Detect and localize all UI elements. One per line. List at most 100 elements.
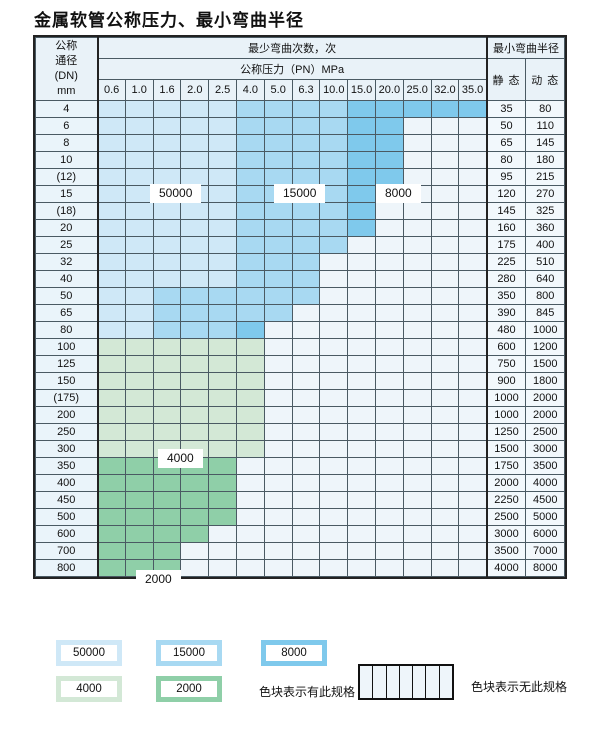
- cell-spec: [208, 457, 237, 475]
- cell-spec: [374, 134, 404, 152]
- cell-spec: [235, 117, 265, 135]
- cell-spec: [235, 457, 265, 475]
- legend-swatch-4000: 4000: [56, 676, 122, 702]
- cell-spec: [263, 117, 293, 135]
- cell-spec: [124, 474, 154, 492]
- cell-spec: [263, 559, 293, 577]
- cell-spec: [402, 117, 432, 135]
- cell-spec: [347, 270, 376, 288]
- cell-spec: [97, 270, 126, 288]
- cell-spec: [402, 508, 432, 526]
- cell-dn: 80: [35, 321, 99, 339]
- cell-spec: [235, 338, 265, 356]
- cell-spec: [152, 168, 182, 186]
- cell-spec: [458, 270, 488, 288]
- cell-spec: [263, 508, 293, 526]
- cell-dn: 150: [35, 372, 99, 390]
- overlay-label-4000: 4000: [158, 449, 203, 468]
- cell-spec: [291, 491, 321, 509]
- cell-spec: [347, 219, 376, 237]
- cell-radius-static: 1500: [486, 440, 527, 458]
- table-row: 65 390 845: [35, 304, 566, 322]
- cell-spec: [402, 491, 432, 509]
- table-row: 4 35 80: [35, 100, 566, 118]
- cell-spec: [430, 304, 460, 322]
- cell-spec: [97, 355, 126, 373]
- cell-spec: [319, 287, 349, 305]
- cell-spec: [319, 304, 349, 322]
- no-spec-stripe: [373, 666, 387, 698]
- cell-radius-static: 80: [486, 151, 527, 169]
- cell-spec: [124, 100, 154, 118]
- header-row-2: 公称压力（PN）MPa 静 态 动 态: [36, 58, 566, 101]
- cell-spec: [402, 457, 432, 475]
- cell-radius-static: 2000: [486, 474, 527, 492]
- header-pressure-20.0: 20.0: [374, 79, 404, 101]
- legend-swatch-2000-label: 2000: [173, 682, 205, 696]
- table-row: 125 750 1500: [35, 355, 566, 373]
- cell-spec: [291, 559, 321, 577]
- cell-radius-static: 35: [486, 100, 527, 118]
- cell-spec: [430, 355, 460, 373]
- cell-spec: [208, 168, 237, 186]
- table-row: 600 3000 6000: [35, 525, 566, 543]
- cell-spec: [208, 185, 237, 203]
- header-pressure-5.0: 5.0: [263, 79, 293, 101]
- cell-spec: [180, 151, 210, 169]
- cell-spec: [291, 270, 321, 288]
- cell-spec: [430, 389, 460, 407]
- cell-spec: [458, 423, 488, 441]
- header-pressure: 公称压力（PN）MPa: [96, 58, 488, 80]
- cell-dn: 20: [35, 219, 99, 237]
- cell-spec: [291, 202, 321, 220]
- cell-spec: [208, 270, 237, 288]
- cell-spec: [263, 304, 293, 322]
- cell-spec: [235, 508, 265, 526]
- cell-spec: [347, 117, 376, 135]
- cell-spec: [319, 474, 349, 492]
- cell-spec: [458, 389, 488, 407]
- cell-radius-dynamic: 110: [525, 117, 566, 135]
- cell-spec: [152, 321, 182, 339]
- cell-radius-dynamic: 270: [525, 185, 566, 203]
- table-row: 200 1000 2000: [35, 406, 566, 424]
- cell-spec: [208, 559, 237, 577]
- header-dn-line-1: 通径: [55, 55, 78, 67]
- cell-spec: [235, 236, 265, 254]
- cell-dn: 40: [35, 270, 99, 288]
- cell-spec: [319, 372, 349, 390]
- cell-spec: [291, 287, 321, 305]
- no-spec-stripe: [387, 666, 400, 698]
- cell-spec: [152, 202, 182, 220]
- cell-dn: 400: [35, 474, 99, 492]
- cell-spec: [430, 372, 460, 390]
- cell-spec: [402, 151, 432, 169]
- header-bend-count: 最少弯曲次数，次: [96, 37, 488, 59]
- header-pressure-32.0: 32.0: [430, 79, 460, 101]
- cell-dn: (18): [35, 202, 99, 220]
- cell-spec: [374, 100, 404, 118]
- cell-spec: [97, 287, 126, 305]
- cell-spec: [235, 219, 265, 237]
- cell-spec: [152, 287, 182, 305]
- cell-spec: [319, 457, 349, 475]
- cell-spec: [180, 236, 210, 254]
- cell-spec: [152, 253, 182, 271]
- cell-spec: [458, 542, 488, 560]
- cell-radius-dynamic: 1500: [525, 355, 566, 373]
- cell-spec: [319, 168, 349, 186]
- cell-spec: [347, 134, 376, 152]
- cell-spec: [152, 525, 182, 543]
- cell-spec: [263, 355, 293, 373]
- cell-radius-static: 750: [486, 355, 527, 373]
- cell-spec: [347, 525, 376, 543]
- cell-spec: [402, 389, 432, 407]
- cell-spec: [97, 542, 126, 560]
- cell-radius-dynamic: 145: [525, 134, 566, 152]
- cell-spec: [124, 253, 154, 271]
- cell-spec: [235, 168, 265, 186]
- cell-spec: [208, 253, 237, 271]
- cell-spec: [291, 338, 321, 356]
- overlay-label-2000: 2000: [136, 570, 181, 589]
- cell-spec: [208, 321, 237, 339]
